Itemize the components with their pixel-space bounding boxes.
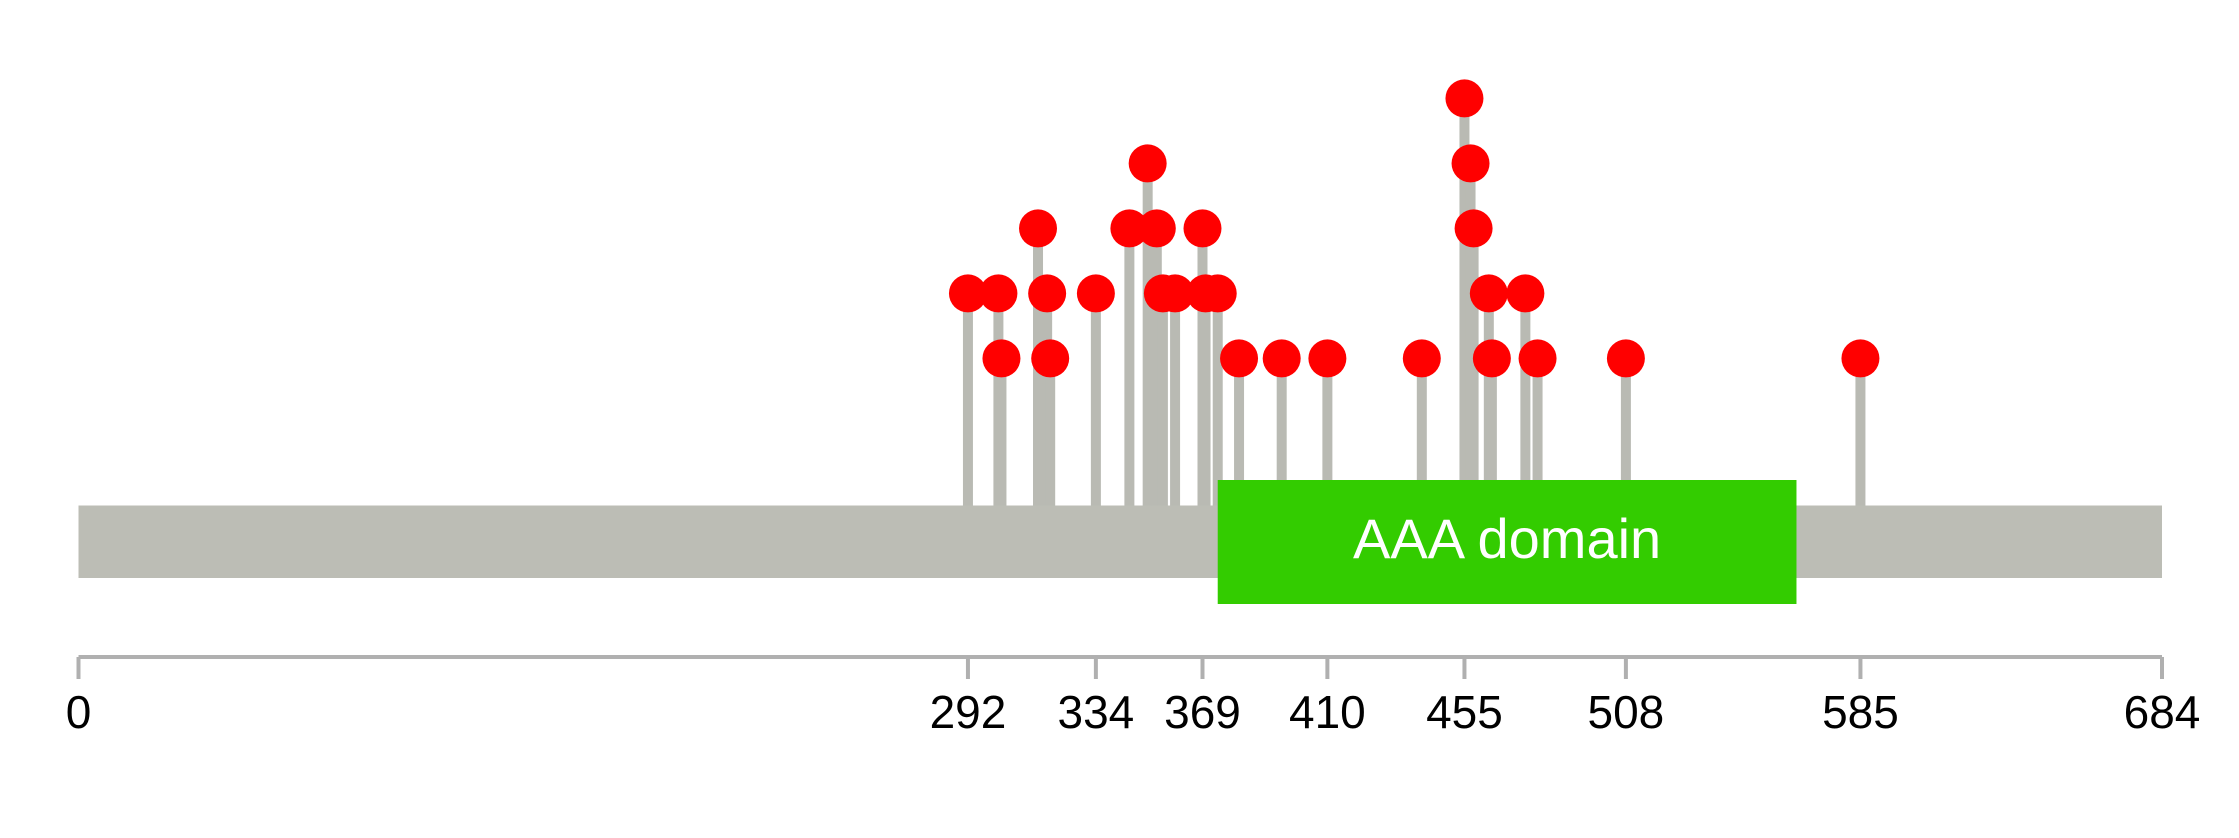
lollipop-head — [1308, 339, 1347, 378]
lollipop-head — [1028, 274, 1067, 313]
lollipop-head — [1469, 274, 1508, 313]
lollipop-head — [1198, 274, 1237, 313]
x-tick-label: 508 — [1588, 686, 1665, 738]
lollipop-head — [1841, 339, 1880, 378]
lollipop-head — [1156, 274, 1195, 313]
lollipop-head — [1606, 339, 1645, 378]
domain-label: AAA domain — [1353, 507, 1661, 570]
lollipop-head — [1518, 339, 1557, 378]
x-tick-label: 334 — [1058, 686, 1135, 738]
lollipop-head — [982, 339, 1021, 378]
lollipop-head — [1031, 339, 1070, 378]
lollipop-head — [1402, 339, 1441, 378]
lollipop-head — [1137, 209, 1176, 248]
lollipop-head — [1454, 209, 1493, 248]
protein-bar — [78, 505, 2162, 578]
lollipop-head — [1076, 274, 1115, 313]
x-tick-label: 292 — [930, 686, 1007, 738]
lollipop-head — [1451, 144, 1490, 183]
domain — [1217, 480, 1797, 604]
lollipop-head — [1445, 79, 1484, 118]
lollipop-head — [979, 274, 1018, 313]
lollipop-head — [1128, 144, 1167, 183]
lollipop-head — [1262, 339, 1301, 378]
lollipop-head — [1183, 209, 1222, 248]
x-tick-label: 369 — [1164, 686, 1241, 738]
x-tick-label: 0 — [66, 686, 92, 738]
lollipop-head — [948, 274, 987, 313]
lollipop-head — [1220, 339, 1259, 378]
lollipop-head — [1110, 209, 1149, 248]
x-tick-label: 410 — [1289, 686, 1366, 738]
x-tick-label: 455 — [1426, 686, 1503, 738]
lollipop-head — [1506, 274, 1545, 313]
lollipop-head — [1472, 339, 1511, 378]
x-tick-label: 585 — [1822, 686, 1899, 738]
x-tick-label: 684 — [2124, 686, 2201, 738]
lollipop-head — [1019, 209, 1058, 248]
